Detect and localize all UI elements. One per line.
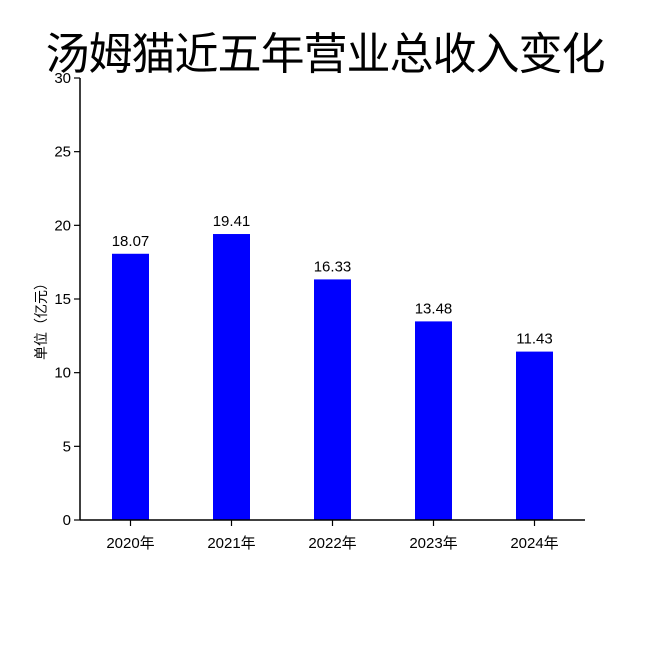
bar-2021年 <box>213 234 250 520</box>
y-tick-label: 20 <box>54 217 71 234</box>
bars-group <box>112 234 553 520</box>
x-tick-label-2023年: 2023年 <box>409 535 457 552</box>
bar-2020年 <box>112 253 149 520</box>
y-tick-label: 10 <box>54 365 71 382</box>
y-axis: 0 5 10 15 20 25 30 <box>54 70 81 529</box>
x-tick-label-2020年: 2020年 <box>106 535 154 552</box>
y-axis-title: 单位（亿元） <box>34 276 50 360</box>
y-tick-label: 30 <box>54 70 71 87</box>
bar-2022年 <box>314 279 351 520</box>
bar-2024年 <box>516 351 553 520</box>
y-tick-label: 5 <box>63 438 71 455</box>
y-tick-label: 25 <box>54 144 71 161</box>
x-tick-label-2024年: 2024年 <box>510 535 558 552</box>
chart-title: 汤姆猫近五年营业总收入变化 <box>45 29 606 80</box>
bar-2023年 <box>415 321 452 520</box>
x-tick-label-2022年: 2022年 <box>308 535 356 552</box>
data-label-2023年: 13.48 <box>415 300 453 317</box>
y-tick-label: 0 <box>63 512 71 529</box>
x-axis: 2020年 2021年 2022年 2023年 2024年 <box>80 519 585 552</box>
data-label-2021年: 19.41 <box>213 213 251 230</box>
data-label-2022年: 16.33 <box>314 258 352 275</box>
data-label-2020年: 18.07 <box>112 233 150 250</box>
data-label-2024年: 11.43 <box>516 331 552 348</box>
x-tick-label-2021年: 2021年 <box>207 535 255 552</box>
y-tick-label: 15 <box>54 291 71 308</box>
data-labels-group: 18.07 19.41 16.33 13.48 11.43 <box>112 213 553 348</box>
